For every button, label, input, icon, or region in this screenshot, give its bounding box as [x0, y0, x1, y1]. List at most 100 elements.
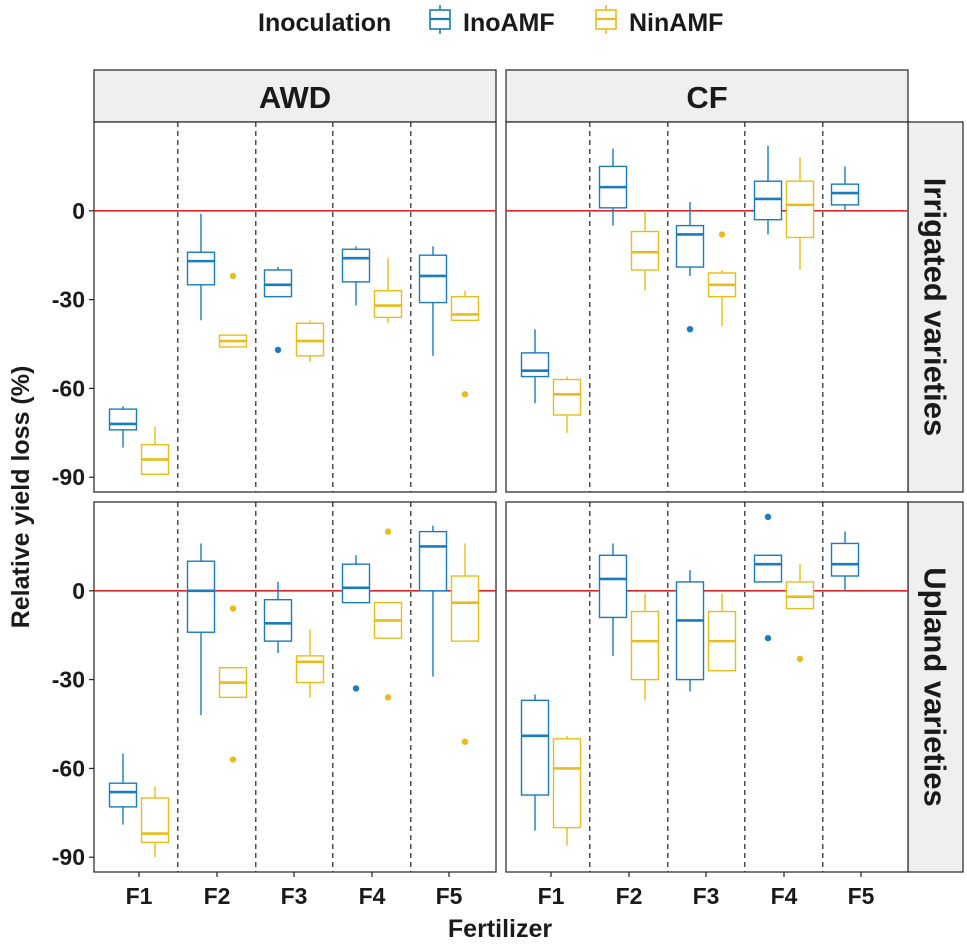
strip-label-irrigated: Irrigated varieties — [918, 178, 953, 436]
box-inoamf-f3 — [675, 570, 705, 692]
box-iqr — [186, 251, 216, 286]
box-inoamf-f1 — [520, 694, 550, 831]
box-inoamf-f1 — [520, 329, 550, 404]
outlier-point — [686, 326, 694, 333]
box-iqr — [263, 598, 293, 642]
x-tick-label: F1 — [538, 883, 565, 909]
box-iqr — [785, 581, 815, 610]
box-inoamf-f1 — [108, 406, 138, 448]
box-inoamf-f2 — [598, 543, 628, 656]
box-iqr — [630, 610, 660, 681]
box-ninamf-f3 — [707, 231, 737, 327]
strip-awd: AWD — [93, 69, 497, 123]
box-iqr — [450, 575, 480, 642]
box-ninamf-f3 — [295, 629, 325, 698]
legend-key-inoamf — [429, 5, 451, 34]
x-tick-label: F4 — [771, 883, 798, 909]
box-inoamf-f4 — [753, 145, 783, 235]
box-ninamf-f2 — [218, 272, 248, 348]
box-inoamf-f4 — [341, 246, 371, 306]
outlier-point — [764, 513, 772, 520]
box-iqr — [520, 699, 550, 796]
box-ninamf-f5 — [450, 543, 480, 745]
box-ninamf-f2 — [630, 593, 660, 701]
box-ninamf-f2 — [218, 605, 248, 763]
box-inoamf-f3 — [263, 267, 293, 354]
box-iqr — [598, 554, 628, 619]
box-iqr — [341, 248, 371, 283]
box-inoamf-f3 — [263, 581, 293, 653]
y-tick-label: -30 — [52, 667, 85, 693]
box-iqr — [552, 378, 582, 416]
outlier-point — [352, 685, 360, 692]
box-ninamf-f1 — [140, 426, 170, 475]
legend-label-inoamf: InoAMF — [463, 9, 555, 37]
y-tick-label: -60 — [52, 375, 85, 401]
outlier-point — [274, 346, 282, 354]
x-tick-label: F4 — [359, 883, 386, 909]
box-ninamf-f1 — [552, 376, 582, 433]
box-iqr — [630, 230, 660, 271]
panel-frame — [93, 121, 497, 493]
y-tick-label: 0 — [72, 198, 85, 224]
outlier-point — [796, 655, 804, 663]
box-ninamf-f1 — [140, 786, 170, 858]
x-axis-title: Fertilizer — [448, 915, 552, 943]
box-iqr — [753, 554, 783, 583]
box-inoamf-f2 — [186, 213, 216, 321]
box-iqr — [295, 655, 325, 684]
box-iqr — [785, 180, 815, 239]
outlier-point — [384, 528, 392, 535]
box-inoamf-f5 — [418, 525, 448, 677]
outlier-point — [229, 756, 237, 763]
box-iqr — [675, 224, 705, 268]
x-tick-label: F3 — [281, 883, 308, 909]
legend: Inoculation InoAMF NinAMF — [258, 5, 723, 37]
legend-item-ninamf: NinAMF — [595, 5, 723, 37]
box-ninamf-f4 — [373, 258, 403, 324]
box-iqr — [520, 352, 550, 378]
x-axis-ticks: F1 F2 F3 F4 F5 F1 F2 F3 F4 F5 — [126, 872, 875, 909]
box-iqr — [450, 295, 480, 322]
legend-key-ninamf — [595, 5, 617, 34]
y-tick-label: 0 — [72, 578, 85, 604]
box-iqr — [373, 290, 403, 319]
legend-item-inoamf: InoAMF — [429, 5, 555, 37]
strip-cf: CF — [505, 69, 909, 123]
box-ninamf-f3 — [295, 320, 325, 362]
x-tick-label: F2 — [204, 883, 231, 909]
box-iqr — [186, 560, 216, 633]
box-ninamf-f5 — [450, 290, 480, 398]
outlier-point — [229, 272, 237, 280]
strip-label-upland: Upland varieties — [918, 567, 953, 806]
y-tick-label: -90 — [52, 844, 85, 870]
panel-awd-irrigated — [93, 121, 497, 493]
box-inoamf-f4 — [341, 555, 371, 692]
box-iqr — [263, 269, 293, 298]
box-inoamf-f5 — [830, 166, 860, 211]
outlier-point — [461, 738, 469, 745]
box-iqr — [552, 738, 582, 829]
panels — [93, 121, 909, 873]
x-tick-label: F5 — [436, 883, 463, 909]
box-iqr — [108, 408, 138, 431]
box-inoamf-f5 — [830, 531, 860, 591]
box-inoamf-f2 — [598, 148, 628, 226]
y-tick-label: -90 — [52, 464, 85, 490]
outlier-point — [718, 231, 726, 238]
box-inoamf-f1 — [108, 753, 138, 825]
x-tick-label: F3 — [693, 883, 720, 909]
strip-irrigated: Irrigated varieties — [907, 121, 964, 493]
strip-upland: Upland varieties — [907, 501, 964, 873]
box-iqr — [830, 183, 860, 206]
panel-cf-irrigated — [505, 121, 909, 493]
box-iqr — [418, 530, 448, 592]
box-ninamf-f4 — [785, 564, 815, 663]
box-ninamf-f1 — [552, 735, 582, 846]
box-iqr — [140, 797, 170, 844]
box-inoamf-f4 — [753, 513, 783, 642]
box-inoamf-f3 — [675, 201, 705, 333]
outlier-point — [384, 694, 392, 701]
box-iqr — [675, 581, 705, 681]
